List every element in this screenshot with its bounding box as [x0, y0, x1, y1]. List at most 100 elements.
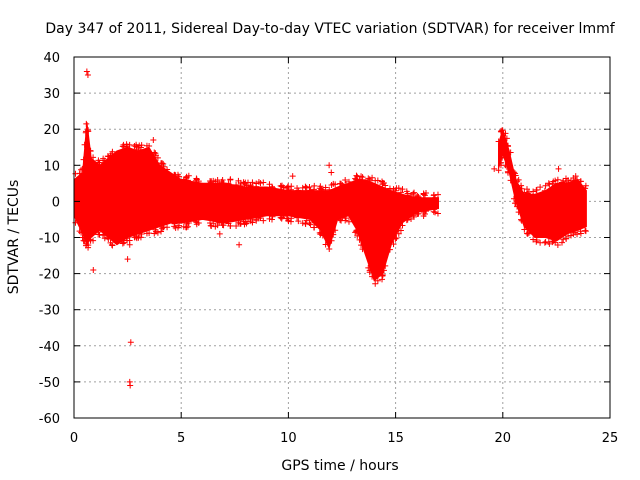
- data-point: [392, 235, 399, 242]
- data-point: [247, 182, 254, 189]
- data-point: [322, 184, 329, 191]
- data-point: [533, 238, 540, 245]
- y-tick-label: -30: [39, 304, 60, 319]
- data-point: [545, 180, 552, 187]
- data-point: [306, 184, 313, 191]
- x-tick-label: 0: [70, 431, 78, 446]
- data-point: [546, 240, 553, 247]
- data-point: [126, 141, 133, 148]
- data-point: [83, 120, 90, 127]
- data-point: [518, 216, 525, 223]
- data-point: [542, 182, 549, 189]
- data-point: [311, 224, 318, 231]
- data-point: [397, 189, 404, 196]
- data-point: [554, 176, 561, 183]
- data-point: [294, 185, 301, 192]
- data-point: [369, 273, 376, 280]
- data-point: [237, 182, 244, 189]
- data-point: [160, 163, 167, 170]
- data-point: [233, 222, 240, 229]
- data-point: [404, 216, 411, 223]
- data-point: [380, 267, 387, 274]
- data-point: [434, 210, 441, 217]
- data-point: [497, 128, 504, 135]
- data-point: [565, 177, 572, 184]
- data-point: [504, 168, 511, 175]
- data-point: [192, 177, 199, 184]
- data-point: [260, 217, 267, 224]
- data-point: [366, 176, 373, 183]
- data-point: [414, 192, 421, 199]
- data-point: [386, 185, 393, 192]
- data-point: [415, 210, 422, 217]
- data-point: [80, 156, 87, 163]
- data-point: [549, 180, 556, 187]
- data-point: [374, 277, 381, 284]
- x-tick-label: 10: [280, 431, 297, 446]
- data-point: [255, 179, 262, 186]
- data-point: [227, 176, 234, 183]
- data-point: [338, 180, 345, 187]
- data-point: [420, 209, 427, 216]
- data-point: [512, 199, 519, 206]
- data-point: [72, 170, 79, 177]
- data-point: [345, 218, 352, 225]
- data-point: [253, 217, 260, 224]
- data-point: [403, 217, 410, 224]
- grid: [74, 57, 610, 418]
- data-point-outlier: [236, 241, 243, 248]
- data-point: [207, 220, 214, 227]
- y-tick-label: -10: [39, 232, 60, 247]
- data-point: [372, 280, 379, 287]
- data-point: [411, 189, 418, 196]
- data-point: [523, 186, 530, 193]
- data-point: [225, 180, 232, 187]
- data-point: [502, 130, 509, 137]
- data-point: [278, 214, 285, 221]
- data-point: [410, 190, 417, 197]
- data-point: [81, 141, 88, 148]
- data-point: [294, 214, 301, 221]
- data-point: [507, 149, 514, 156]
- x-tick-label: 20: [495, 431, 512, 446]
- data-point: [253, 180, 260, 187]
- data-point: [85, 242, 92, 249]
- data-point-outlier: [572, 173, 579, 180]
- data-point: [268, 216, 275, 223]
- data-point: [397, 227, 404, 234]
- data-point-outlier: [90, 266, 97, 273]
- y-tick-label: -60: [39, 412, 60, 427]
- data-point: [502, 162, 509, 169]
- data-point: [299, 184, 306, 191]
- data-point: [151, 230, 158, 237]
- data-point: [225, 220, 232, 227]
- y-axis-label: SDTVAR / TECUs: [6, 180, 22, 295]
- data-point: [133, 141, 140, 148]
- data-point: [326, 186, 333, 193]
- data-point: [399, 222, 406, 229]
- data-point: [372, 177, 379, 184]
- data-point: [183, 220, 190, 227]
- data-point: [311, 182, 318, 189]
- data-point: [87, 236, 94, 243]
- data-point: [582, 228, 589, 235]
- data-point: [109, 148, 116, 155]
- data-point: [171, 171, 178, 178]
- data-point: [78, 166, 85, 173]
- data-point: [558, 239, 565, 246]
- data-point: [193, 176, 200, 183]
- data-point: [356, 236, 363, 243]
- data-point: [541, 239, 548, 246]
- y-tick-label: 20: [43, 123, 60, 138]
- data-point: [582, 185, 589, 192]
- data-point: [430, 192, 437, 199]
- data-point: [533, 187, 540, 194]
- data-point: [278, 182, 285, 189]
- data-point: [352, 229, 359, 236]
- data-point: [420, 191, 427, 198]
- data-point: [164, 166, 171, 173]
- data-point-outlier: [328, 169, 335, 176]
- data-point: [123, 235, 130, 242]
- chart-title: Day 347 of 2011, Sidereal Day-to-day VTE…: [45, 21, 615, 37]
- data-point: [365, 175, 372, 182]
